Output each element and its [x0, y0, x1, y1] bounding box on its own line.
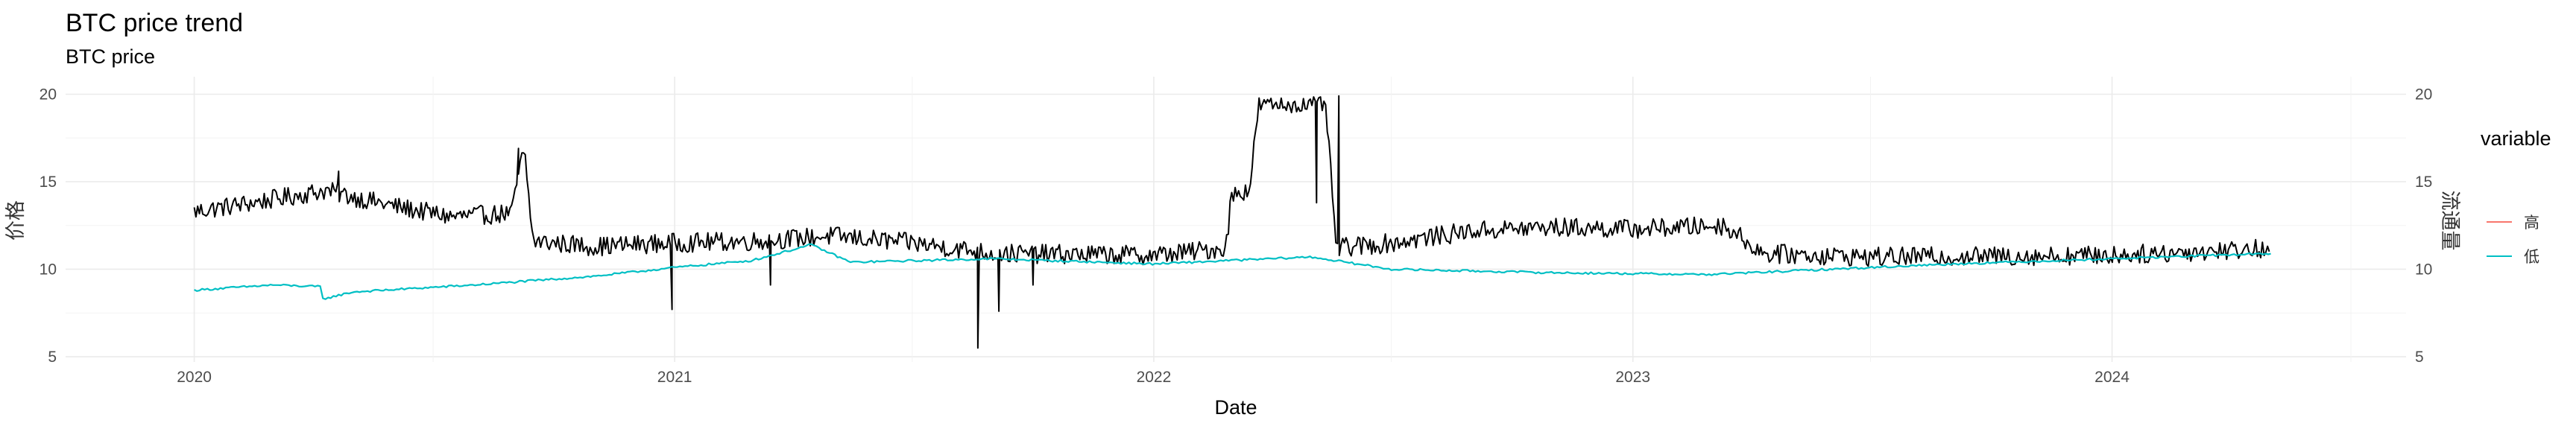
series-layer [193, 95, 2271, 349]
x-tick-label: 2021 [657, 369, 692, 386]
y-tick-label: 15 [40, 174, 57, 191]
y-axis-title-right: 流通量 [2438, 191, 2461, 251]
legend: variable 高低 [2481, 127, 2551, 266]
chart-title: BTC price trend [66, 9, 243, 37]
y-tick-label: 10 [40, 261, 57, 278]
legend-title: variable [2481, 127, 2551, 150]
series-line-black [193, 95, 2270, 349]
x-tick-label: 2020 [177, 369, 212, 386]
y-tick-label-right: 10 [2415, 261, 2432, 278]
y-axis-title: 价格 [4, 200, 28, 241]
legend-item-label: 低 [2524, 248, 2539, 266]
x-tick-label: 2023 [1615, 369, 1650, 386]
y-tick-label: 20 [40, 86, 57, 103]
y-tick-label-right: 15 [2415, 174, 2432, 191]
y-tick-label-right: 5 [2415, 349, 2424, 366]
y-tick-label: 5 [48, 349, 57, 366]
chart-subtitle: BTC price [66, 45, 155, 68]
grid [66, 77, 2406, 362]
y-tick-label-right: 20 [2415, 86, 2432, 103]
tick-layer: 2020 2021 2022 2023 2024 5 10 15 20 5 10 15 20 [40, 86, 2433, 386]
x-axis-title: Date [1214, 396, 1257, 419]
series-line-teal [194, 243, 2271, 300]
x-tick-label: 2022 [1137, 369, 1172, 386]
x-tick-label: 2024 [2094, 369, 2130, 386]
legend-item-label: 高 [2524, 214, 2539, 232]
